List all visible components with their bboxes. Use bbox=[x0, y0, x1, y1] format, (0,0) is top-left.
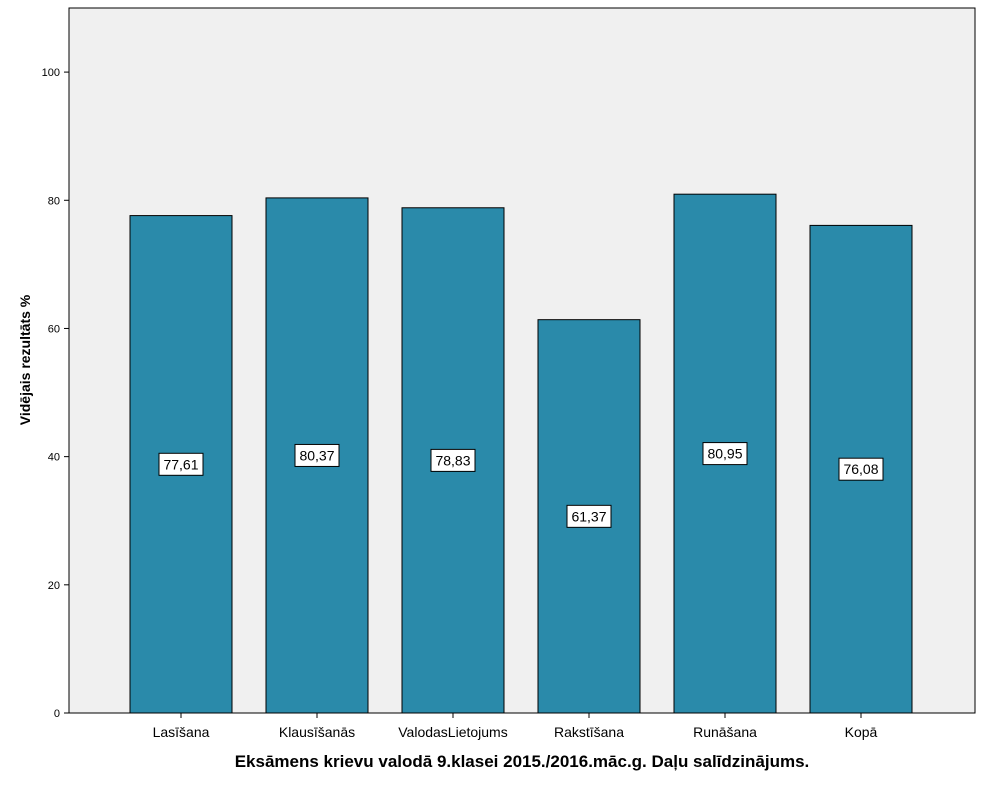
y-tick-label: 80 bbox=[48, 195, 60, 207]
y-axis-ticks: 0 20 40 60 80 100 bbox=[42, 67, 69, 720]
data-label-box bbox=[158, 452, 204, 476]
x-tick-label: Lasīšana bbox=[153, 724, 210, 740]
x-tick-label: ValodasLietojums bbox=[398, 724, 507, 740]
data-label: 76,08 bbox=[843, 461, 878, 477]
data-label-box bbox=[702, 442, 748, 466]
y-tick-label: 100 bbox=[42, 67, 60, 79]
data-label-box bbox=[838, 457, 884, 481]
y-axis-label: Vidējais rezultāts % bbox=[17, 294, 33, 425]
data-label-box bbox=[294, 443, 340, 467]
x-tick-label: Runāšana bbox=[693, 724, 757, 740]
bars-layer: 77,61 80,37 78,83 61,37 80,95 76,08 bbox=[129, 193, 913, 714]
data-label-box bbox=[566, 504, 612, 528]
data-label-box bbox=[430, 448, 476, 472]
x-tick-label: Kopā bbox=[845, 724, 878, 740]
data-label: 78,83 bbox=[435, 452, 470, 468]
y-tick-label: 60 bbox=[48, 323, 60, 335]
data-label: 77,61 bbox=[163, 456, 198, 472]
y-tick-label: 0 bbox=[54, 708, 60, 720]
y-tick-label: 40 bbox=[48, 452, 60, 464]
x-axis-categories: Lasīšana Klausīšanās ValodasLietojums Rakst… bbox=[153, 713, 878, 740]
data-label: 61,37 bbox=[571, 508, 606, 524]
x-tick-label: Klausīšanās bbox=[279, 724, 355, 740]
x-tick-label: Rakstīšana bbox=[554, 724, 624, 740]
y-tick-label: 20 bbox=[48, 580, 60, 592]
data-label: 80,37 bbox=[299, 447, 334, 463]
data-label: 80,95 bbox=[707, 446, 742, 462]
x-axis-label: Eksāmens krievu valodā 9.klasei 2015./20… bbox=[235, 752, 810, 771]
